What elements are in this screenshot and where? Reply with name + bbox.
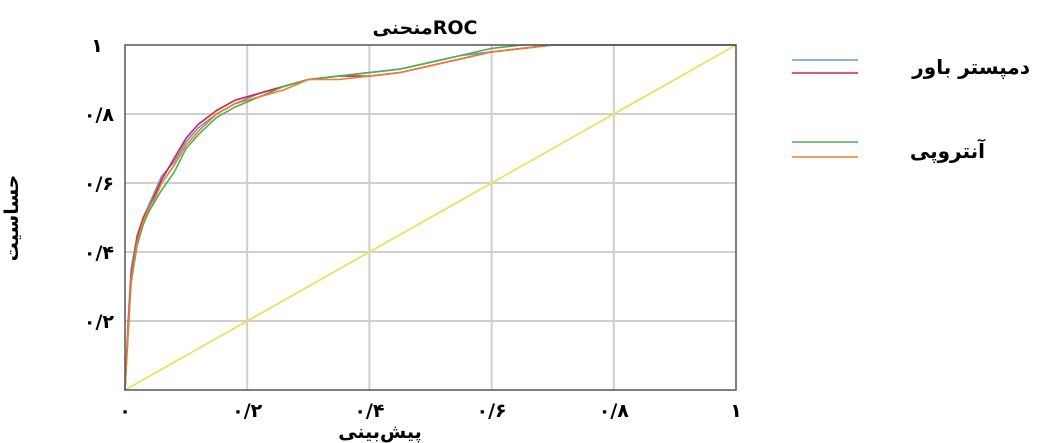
x-tick-labels: ۰ ۰/۲ ۰/۴ ۰/۶ ۰/۸ ۱ [119,400,742,422]
x-tick-label-3: ۰/۶ [477,400,507,422]
x-tick-label-1: ۰/۲ [232,400,263,422]
x-axis-label: پیش‌بینی [338,421,422,443]
y-tick-label-2: ۰/۶ [84,173,114,195]
y-axis-label: حساسیت [1,175,23,262]
x-tick-label-0: ۰ [119,400,131,422]
grid-layer [125,45,736,390]
y-tick-label-1: ۰/۴ [84,242,114,264]
y-tick-label-0: ۰/۲ [84,311,115,333]
plot-frame [124,44,737,391]
series-line-3 [124,44,736,391]
x-tick-label-5: ۱ [730,400,742,422]
y-tick-labels: ۰/۲ ۰/۴ ۰/۶ ۰/۸ ۱ [84,35,115,333]
x-tick-label-4: ۰/۸ [599,400,630,422]
series-layer [124,44,736,391]
chart-title: منحنیROC [373,17,478,39]
legend-label-0: دمپستر باور [911,55,1030,80]
legend: دمپستر باور آنتروپی [792,55,1030,164]
series-line-4 [124,44,737,391]
reference-line-layer [124,44,737,391]
legend-label-1: آنتروپی [910,138,986,164]
y-tick-label-4: ۱ [91,35,103,57]
x-tick-label-2: ۰/۴ [354,400,384,422]
y-tick-label-3: ۰/۸ [84,104,115,126]
